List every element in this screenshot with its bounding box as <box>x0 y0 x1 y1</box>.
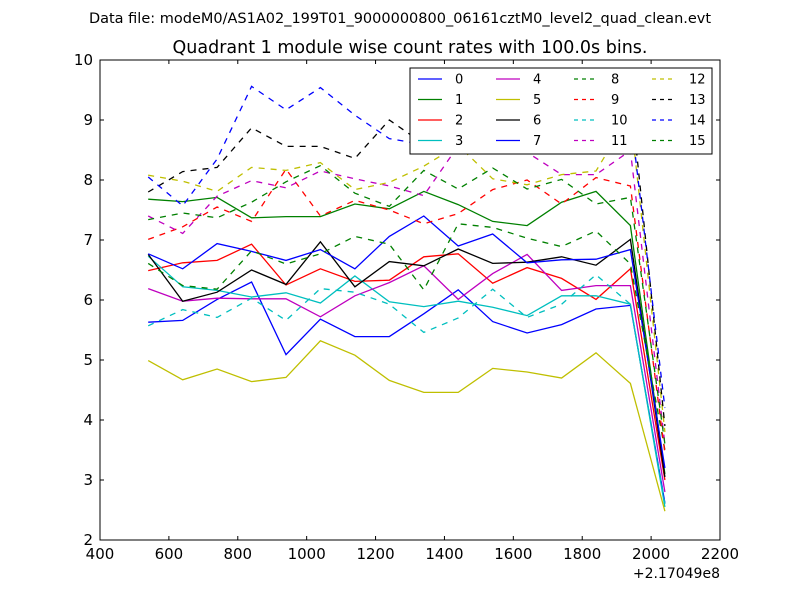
axis-layer: 400 600 800 1000 1200 1400 1600 1800 2000 2200 2 3 4… <box>74 51 739 563</box>
series-line-2 <box>148 243 666 481</box>
series-line-3 <box>147 255 666 508</box>
legend-label-1: 1 <box>455 93 463 108</box>
series-line-6 <box>147 238 666 478</box>
x-tick-label: 1000 <box>288 545 326 563</box>
x-tick-label: 1600 <box>494 545 532 563</box>
series-line-1 <box>148 190 666 475</box>
legend-label-12: 12 <box>689 73 706 88</box>
x-tick-label: 2000 <box>632 545 670 563</box>
x-tick-label: 1400 <box>425 545 463 563</box>
legend-box <box>409 67 713 155</box>
y-tick-label: 4 <box>83 411 93 429</box>
y-tick-label: 7 <box>83 231 93 249</box>
legend-label-6: 6 <box>533 114 541 129</box>
legend-label-5: 5 <box>533 93 541 108</box>
chart-supertitle: Data file: modeM0/AS1A02_199T01_90000008… <box>89 11 711 27</box>
legend-label-15: 15 <box>689 134 706 149</box>
y-tick-label: 6 <box>83 291 93 309</box>
legend-label-14: 14 <box>689 114 706 129</box>
series-line-4 <box>147 253 666 493</box>
series-layer <box>147 67 666 512</box>
x-tick-label: 2200 <box>701 545 739 563</box>
plot-frame <box>99 59 721 541</box>
legend-label-0: 0 <box>455 73 463 88</box>
series-line-11 <box>147 145 666 445</box>
legend-label-4: 4 <box>533 73 541 88</box>
x-tick-label: 800 <box>223 545 252 563</box>
series-line-12 <box>148 112 666 433</box>
series-line-15 <box>148 164 666 445</box>
legend-label-13: 13 <box>689 93 706 108</box>
legend-label-9: 9 <box>611 93 619 108</box>
x-tick-label: 1800 <box>563 545 601 563</box>
y-tick-label: 5 <box>83 351 93 369</box>
legend-label-7: 7 <box>533 134 541 149</box>
series-line-13 <box>147 91 666 427</box>
legend-label-8: 8 <box>611 73 619 88</box>
series-line-9 <box>147 168 666 454</box>
series-line-5 <box>147 340 666 512</box>
y-tick-label: 2 <box>83 531 93 549</box>
legend-label-3: 3 <box>455 134 463 149</box>
x-tick-label: 1200 <box>356 545 394 563</box>
y-tick-label: 8 <box>83 171 93 189</box>
series-line-0 <box>148 281 666 503</box>
x-offset-label: +2.17049e8 <box>633 566 720 582</box>
legend-label-11: 11 <box>611 134 628 149</box>
x-tick-label: 400 <box>86 545 115 563</box>
y-tick-label: 3 <box>83 471 93 489</box>
series-line-7 <box>147 215 666 469</box>
legend-label-10: 10 <box>611 114 628 129</box>
chart-title: Quadrant 1 module wise count rates with … <box>173 38 648 58</box>
series-line-8 <box>147 223 666 451</box>
y-tick-label: 9 <box>83 111 93 129</box>
x-tick-label: 600 <box>155 545 184 563</box>
legend-label-2: 2 <box>455 114 463 129</box>
y-tick-label: 10 <box>74 51 93 69</box>
